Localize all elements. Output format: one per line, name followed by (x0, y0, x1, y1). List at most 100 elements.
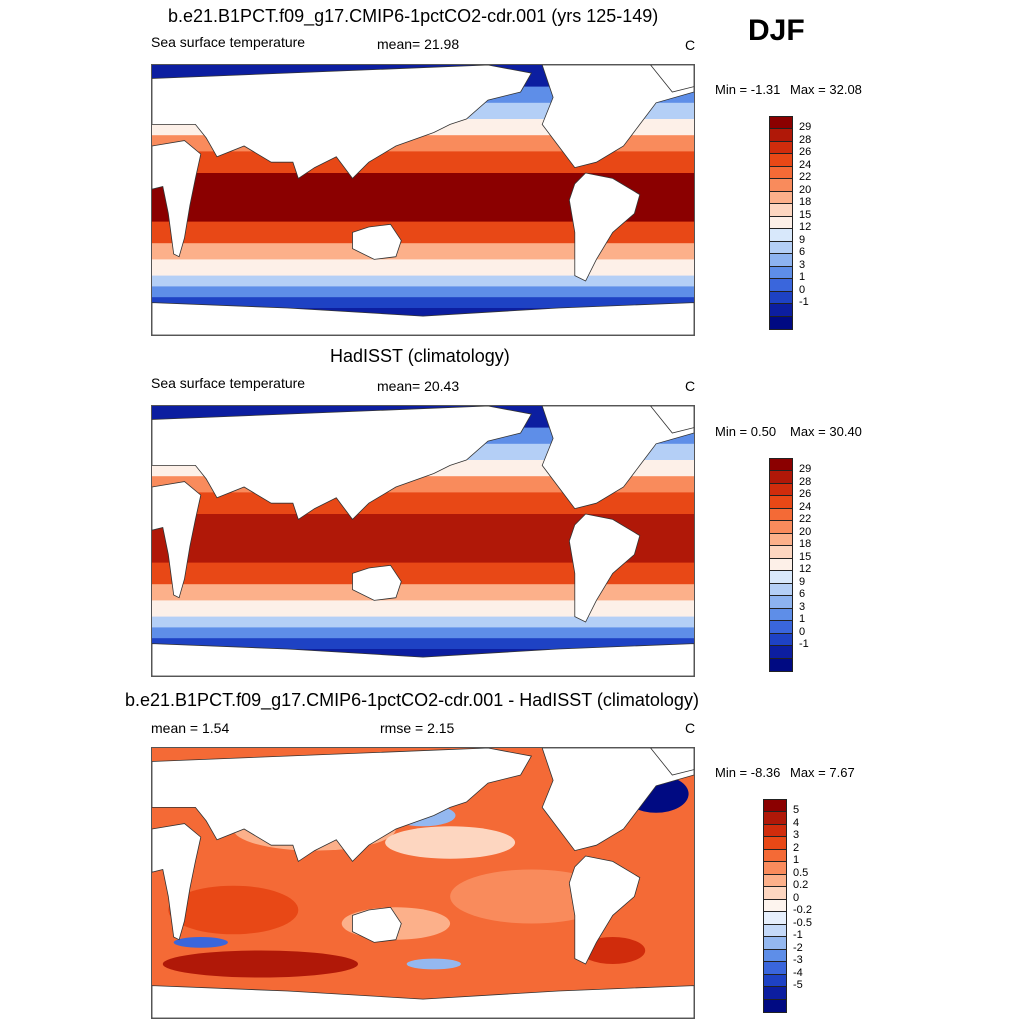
season-label: DJF (748, 14, 805, 47)
temperature-band (152, 584, 694, 601)
land-mass (152, 140, 202, 258)
colorbar-tick-label: 3 (799, 600, 806, 613)
colorbar-swatch (770, 141, 792, 155)
colorbar-swatch (770, 241, 792, 255)
panel3-title: b.e21.B1PCT.f09_g17.CMIP6-1pctCO2-cdr.00… (125, 690, 699, 710)
colorbar-swatch (770, 533, 792, 547)
colorbar-swatch (770, 496, 792, 509)
temperature-band (152, 600, 694, 618)
panel1-min-label: Min = -1.31 (715, 82, 781, 97)
panel3-mean-label: mean = 1.54 (151, 720, 230, 736)
land-mass (352, 906, 402, 943)
colorbar-tick-label: -0.2 (793, 904, 812, 917)
land-mass (152, 65, 533, 180)
colorbar-swatch (770, 216, 792, 230)
colorbar-tick-label: 6 (799, 246, 806, 259)
colorbar-swatch (770, 646, 792, 659)
land-mass (568, 855, 641, 965)
colorbar-tick-label: 9 (799, 575, 806, 588)
colorbar-swatch (770, 633, 792, 647)
colorbar-tick-label: 0 (799, 283, 806, 296)
colorbar-tick-label: 24 (799, 500, 812, 513)
land-mass (650, 65, 694, 93)
land-mass (650, 748, 694, 776)
land-mass (152, 302, 694, 335)
colorbar-swatch (770, 608, 792, 622)
colorbar-tick-label: 15 (799, 550, 812, 563)
colorbar-swatch (764, 962, 786, 975)
colorbar-swatch (764, 987, 786, 1000)
colorbar-swatch (764, 812, 786, 825)
land-mass (541, 406, 694, 510)
colorbar-swatch (764, 800, 786, 813)
anomaly-patch (168, 885, 299, 935)
colorbar-tick-label: 20 (799, 525, 812, 538)
temperature-band (152, 259, 694, 277)
temperature-band (152, 275, 694, 287)
panel1-map (151, 64, 695, 336)
colorbar-swatch (770, 558, 792, 572)
colorbar-tick-label: 29 (799, 121, 812, 134)
colorbar-tick-label: 5 (793, 804, 800, 817)
colorbar-tick-label: 12 (799, 563, 812, 576)
temperature-band (152, 492, 694, 515)
colorbar-swatch (770, 254, 792, 267)
colorbar-tick-label: 2 (793, 841, 800, 854)
colorbar-swatch (764, 837, 786, 850)
colorbar-tick-label: -1 (793, 929, 803, 942)
colorbar-tick-label: -1 (799, 638, 809, 651)
anomaly-patch (406, 958, 461, 970)
land-mass (152, 643, 694, 676)
colorbar-tick-label: 0 (799, 625, 806, 638)
colorbar-tick-label: -4 (793, 966, 803, 979)
colorbar-swatch (770, 658, 792, 671)
colorbar-swatch (770, 166, 792, 180)
temperature-band (152, 151, 694, 174)
colorbar-swatch (770, 546, 792, 559)
land-mass (152, 823, 202, 941)
panel3-units: C (685, 720, 696, 736)
panel1-max-label: Max = 32.08 (790, 82, 862, 97)
colorbar-swatch (770, 204, 792, 217)
colorbar-swatch (770, 483, 792, 497)
colorbar-swatch (770, 129, 792, 142)
temperature-band (152, 562, 694, 585)
panel1-units: C (685, 37, 696, 53)
land-mass (568, 172, 641, 282)
colorbar-swatch (770, 521, 792, 534)
panel2-max-label: Max = 30.40 (790, 424, 862, 439)
colorbar-swatch (764, 974, 786, 988)
anomaly-patch (162, 950, 358, 978)
colorbar-tick-label: -3 (793, 954, 803, 967)
sst-field (152, 748, 694, 1018)
colorbar-swatch (770, 471, 792, 484)
land-mass (650, 406, 694, 434)
colorbar-tick-label: 20 (799, 183, 812, 196)
anomaly-patch (580, 937, 646, 964)
colorbar-swatch (770, 279, 792, 292)
panel3-colorbar (763, 799, 787, 1013)
colorbar-tick-label: 1 (799, 271, 806, 284)
colorbar-swatch (770, 291, 792, 305)
land-mass (152, 985, 694, 1018)
anomaly-patch (173, 937, 228, 948)
colorbar-swatch (764, 912, 786, 925)
colorbar-tick-label: 0.2 (793, 879, 809, 892)
colorbar-swatch (770, 229, 792, 242)
panel2-map (151, 405, 695, 677)
panel1-title: b.e21.B1PCT.f09_g17.CMIP6-1pctCO2-cdr.00… (168, 6, 659, 26)
panel2-left-label: Sea surface temperature (151, 375, 306, 391)
colorbar-tick-label: 26 (799, 488, 812, 501)
temperature-band (152, 627, 694, 639)
colorbar-tick-label: 0.5 (793, 866, 809, 879)
colorbar-swatch (770, 459, 792, 472)
colorbar-swatch (770, 596, 792, 609)
colorbar-tick-label: -2 (793, 941, 803, 954)
panel1-colorbar (769, 116, 793, 330)
colorbar-tick-label: 18 (799, 538, 812, 551)
colorbar-tick-label: 28 (799, 133, 812, 146)
colorbar-tick-label: 1 (799, 613, 806, 626)
sst-field (152, 406, 694, 676)
colorbar-swatch (770, 179, 792, 192)
colorbar-swatch (764, 874, 786, 888)
